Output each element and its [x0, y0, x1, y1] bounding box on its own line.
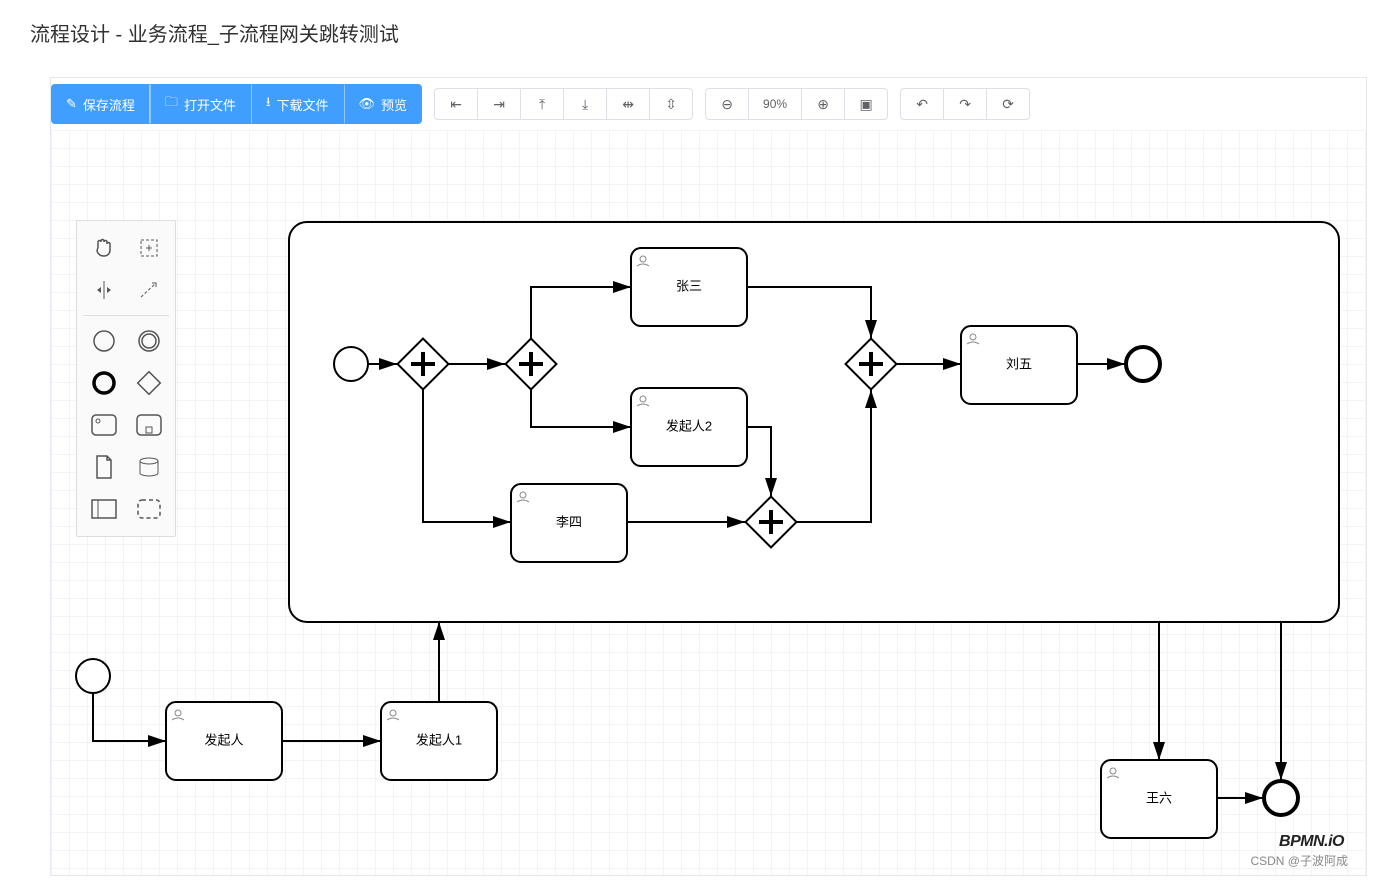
bpmn-diagram[interactable]: 张三 发起人2 李四 刘五 发起人 发起人1 王六 — [51, 130, 1366, 875]
preview-label: 预览 — [381, 95, 407, 114]
undo-button[interactable]: ↶ — [900, 88, 944, 120]
save-icon: ✎ — [66, 96, 77, 112]
zoom-out-button[interactable]: ⊖ — [705, 88, 749, 120]
node-task-initiator[interactable]: 发起人 — [166, 702, 282, 780]
label-initiator: 发起人 — [204, 732, 243, 747]
eye-icon: 👁 — [359, 96, 376, 112]
label-init2: 发起人2 — [666, 418, 712, 433]
node-outer-start[interactable] — [76, 659, 110, 693]
redo-button[interactable]: ↷ — [943, 88, 987, 120]
align-top-button[interactable]: ⤒ — [520, 88, 564, 120]
download-icon: ⭳ — [266, 93, 271, 115]
label-initiator1: 发起人1 — [416, 732, 462, 747]
node-task-li[interactable]: 李四 — [511, 484, 627, 562]
toolbar: ✎ 保存流程 🗀 打开文件 ⭳ 下载文件 👁 预览 ⇤ ⇥ ⤒ ⤓ ⇹ ⇳ ⊖ 90% … — [51, 78, 1366, 130]
canvas[interactable]: 张三 发起人2 李四 刘五 发起人 发起人1 王六 — [51, 130, 1366, 875]
edge[interactable] — [93, 693, 166, 741]
primary-button-group: ✎ 保存流程 🗀 打开文件 ⭳ 下载文件 👁 预览 — [51, 84, 422, 124]
download-label: 下载文件 — [277, 95, 329, 114]
save-button[interactable]: ✎ 保存流程 — [51, 84, 150, 124]
preview-button[interactable]: 👁 预览 — [344, 84, 423, 124]
open-label: 打开文件 — [184, 95, 236, 114]
page-title: 流程设计 - 业务流程_子流程网关跳转测试 — [0, 0, 1397, 57]
label-liu: 刘五 — [1006, 356, 1032, 371]
align-center-v-button[interactable]: ⇳ — [649, 88, 693, 120]
node-task-zhang[interactable]: 张三 — [631, 248, 747, 326]
zoom-fit-button[interactable]: ▣ — [844, 88, 888, 120]
node-task-wangliu[interactable]: 王六 — [1101, 760, 1217, 838]
zoom-level[interactable]: 90% — [748, 88, 802, 120]
subprocess-container[interactable] — [289, 222, 1339, 622]
align-left-button[interactable]: ⇤ — [434, 88, 478, 120]
download-button[interactable]: ⭳ 下载文件 — [251, 84, 344, 124]
open-button[interactable]: 🗀 打开文件 — [150, 84, 251, 124]
workspace: ✎ 保存流程 🗀 打开文件 ⭳ 下载文件 👁 预览 ⇤ ⇥ ⤒ ⤓ ⇹ ⇳ ⊖ 90% … — [50, 77, 1367, 876]
node-sp-start[interactable] — [334, 347, 368, 381]
history-group: ↶ ↷ ⟳ — [900, 88, 1030, 120]
align-center-h-button[interactable]: ⇹ — [606, 88, 650, 120]
watermark: CSDN @子波阿成 — [1250, 852, 1348, 869]
align-right-button[interactable]: ⇥ — [477, 88, 521, 120]
node-task-initiator1[interactable]: 发起人1 — [381, 702, 497, 780]
zoom-group: ⊖ 90% ⊕ ▣ — [705, 88, 888, 120]
node-task-liu[interactable]: 刘五 — [961, 326, 1077, 404]
zoom-in-button[interactable]: ⊕ — [801, 88, 845, 120]
node-outer-end[interactable] — [1264, 781, 1298, 815]
bpmn-logo: BPMN.iO — [1279, 833, 1344, 851]
label-li: 李四 — [556, 514, 582, 529]
folder-icon: 🗀 — [165, 93, 178, 115]
align-bottom-button[interactable]: ⤓ — [563, 88, 607, 120]
align-group: ⇤ ⇥ ⤒ ⤓ ⇹ ⇳ — [434, 88, 693, 120]
save-label: 保存流程 — [83, 95, 135, 114]
node-sp-end[interactable] — [1126, 347, 1160, 381]
label-wangliu: 王六 — [1146, 790, 1172, 805]
label-zhang: 张三 — [676, 278, 702, 293]
refresh-button[interactable]: ⟳ — [986, 88, 1030, 120]
node-task-init2[interactable]: 发起人2 — [631, 388, 747, 466]
